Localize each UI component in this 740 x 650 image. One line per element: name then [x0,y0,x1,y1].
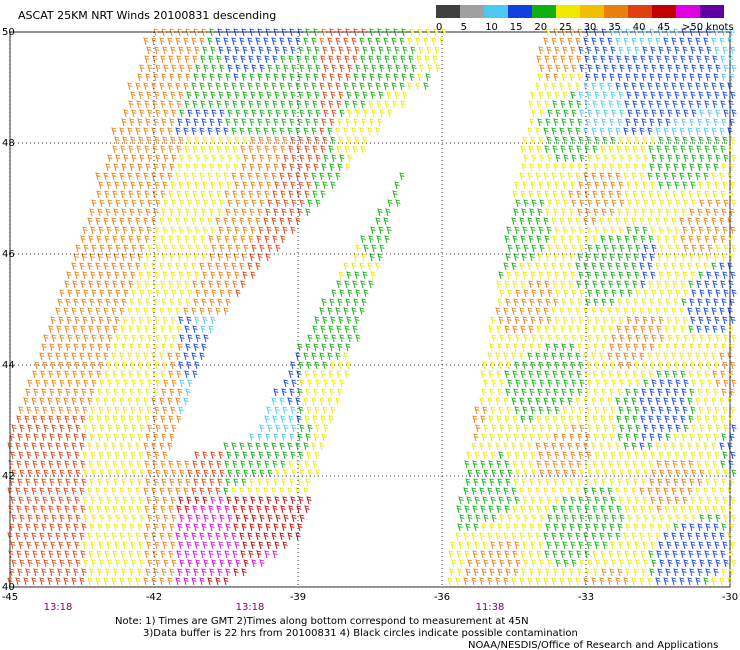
lat-label: 50 [2,27,15,38]
note: 3)Data buffer is 22 hrs from 20100831 4)… [143,628,578,639]
lon-label: -33 [578,592,594,603]
lon-label: -39 [290,592,306,603]
legend-swatch [460,5,484,18]
legend-label: 35 [608,22,621,33]
legend-swatch [676,5,700,18]
map-title: ASCAT 25KM NRT Winds 20100831 descending [18,9,276,22]
legend-swatch [604,5,628,18]
legend-swatch [700,5,724,18]
barb-group [175,496,278,586]
lon-label: -30 [722,592,738,603]
grid [9,31,731,588]
legend-swatch [532,5,556,18]
legend-label: 15 [510,22,523,33]
legend-swatch [436,5,460,18]
lon-label: -45 [2,592,18,603]
legend-label: 10 [485,22,498,33]
credit: NOAA/NESDIS/Office of Research and Appli… [468,640,718,650]
labels: 50 48 46 44 42 40-45 -42 -39 -36 -33 -30 13:18 13:18… [2,27,738,613]
legend-label: 0 [436,22,442,33]
legend-swatch [628,5,652,18]
legend-label: 40 [633,22,646,33]
barb-group [176,496,312,586]
legend-label: 20 [534,22,547,33]
legend-swatch [580,5,604,18]
legend-label: >50 knots [682,22,734,33]
barb-group [178,28,737,442]
legend-label: 25 [559,22,572,33]
lon-label: -36 [434,592,450,603]
wind-barbs [7,28,737,586]
legend-label: 45 [657,22,670,33]
lat-label: 48 [2,138,15,149]
barb-group [175,28,737,586]
time-label: 13:18 [44,602,73,613]
legend-swatch [556,5,580,18]
map-frame [9,31,731,588]
time-label: 13:18 [236,602,265,613]
legend-label: 30 [584,22,597,33]
lon-label: -42 [146,592,162,603]
lat-label: 40 [2,582,15,593]
legend-swatch [652,5,676,18]
lat-label: 42 [2,471,15,482]
barb-group [82,28,737,586]
legend-swatch [508,5,532,18]
note: Note: 1) Times are GMT 2)Times along bot… [115,616,529,627]
lat-label: 46 [2,249,15,260]
barb-group [7,28,367,586]
barb-group [179,28,737,586]
legend-label: 5 [461,22,467,33]
legend-swatch [484,5,508,18]
lat-label: 44 [2,360,15,371]
time-label: 11:38 [476,602,505,613]
